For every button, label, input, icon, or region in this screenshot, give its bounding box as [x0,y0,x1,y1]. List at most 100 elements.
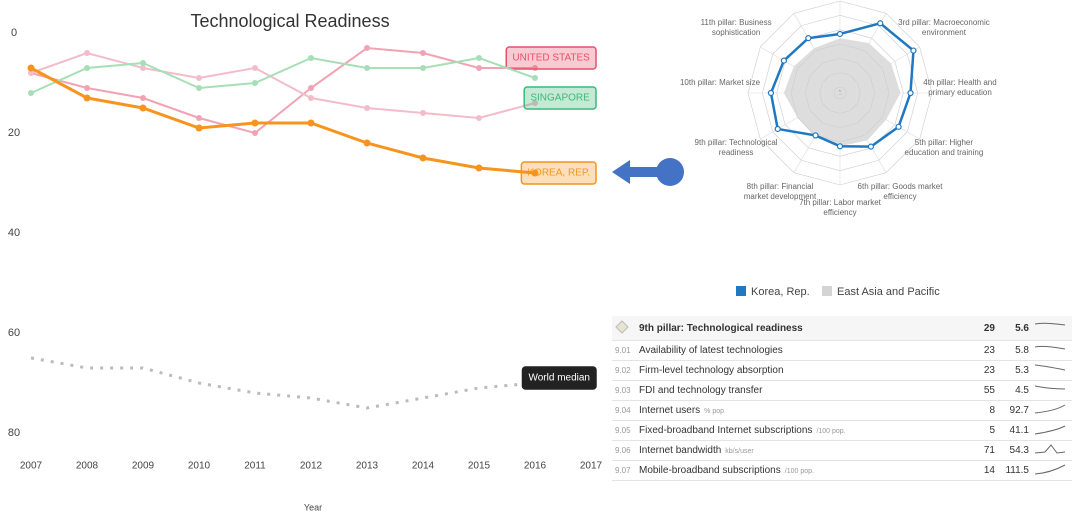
row-unit: /100 pop. [784,468,814,475]
point [476,55,482,61]
axis-label: 4th pillar: Health and primary education [923,78,997,97]
table-row: 9.01 Availability of latest technologies 2… [612,340,1072,361]
row-code: 9.05 [612,420,636,441]
spoke [793,13,841,94]
sparkline [1034,345,1066,349]
label-box [523,86,597,110]
chart-title: Technological Readiness [190,11,389,31]
table-row: 9.05 Fixed-broadband Internet subscriptio… [612,420,1072,441]
point [476,115,482,121]
row-code: 9.07 [612,460,636,481]
label-box [520,161,597,185]
x-axis-label: Year [304,502,322,512]
row-rank: 29 [964,316,998,341]
row-unit: % pop [704,408,725,415]
row-label: Firm-level technology absorption [639,365,784,376]
sparkline [1034,385,1066,389]
series-line [30,66,536,175]
point [895,123,902,130]
row-trend [1032,420,1072,441]
spoke [839,46,920,94]
y-tick-label: 60 [8,327,20,339]
table-row: 9.07 Mobile-broadband subscriptions/100 p… [612,460,1072,481]
row-trend [1032,340,1072,361]
point [836,30,844,38]
row-rank: 71 [964,440,998,461]
y-tick-label: 20 [8,127,20,139]
table-row: 9th pillar: Technological readiness 29 5.6 [612,316,1072,341]
row-label: Mobile-broadband subscriptions [639,465,781,476]
point [836,143,844,150]
row-unit: kb/s/user [725,448,754,455]
spoke [839,92,887,173]
point [28,90,34,96]
row-label: 9th pillar: Technological readiness [639,322,803,334]
row-unit: /100 pop. [816,428,846,435]
sparkline [1034,464,1066,474]
row-name: Internet users% pop [636,400,964,421]
point [307,119,315,127]
row-score: 54.3 [998,440,1032,461]
row-trend [1032,460,1072,481]
point [420,65,426,71]
sparkline [1034,364,1066,370]
point [867,143,875,150]
x-tick-label: 2008 [76,461,99,472]
point [252,65,258,71]
axis-label: 6th pillar: Goods market efficiency [857,181,943,201]
row-label: FDI and technology transfer [639,385,763,396]
row-code [612,316,636,341]
x-tick-label: 2009 [132,461,155,472]
series-line [30,46,535,135]
axis-label: 5th pillar: Higher education and trainin… [904,138,984,157]
row-trend [1032,316,1072,341]
row-label: Fixed-broadband Internet subscriptions [639,425,813,436]
x-tick-label: 2013 [356,461,379,472]
series-label: World median [521,366,597,390]
diamond-icon [615,320,629,334]
row-label: Availability of latest technologies [639,345,783,356]
series-line [30,356,536,410]
row-label: Internet bandwidth [639,445,722,456]
point [308,85,314,91]
x-tick-label: 2014 [412,461,435,472]
series-name: SINGAPORE [530,93,590,104]
legend-swatch [822,286,832,296]
row-rank: 23 [964,360,998,381]
point [780,57,788,64]
x-tick-label: 2015 [468,461,491,472]
row-code: 9.04 [612,400,636,421]
x-tick-label: 2007 [20,461,43,472]
point [364,105,370,111]
series-label: SINGAPORE [523,86,597,110]
point [28,70,34,76]
point [83,94,91,102]
arrow-dot [656,158,684,186]
area [783,38,901,147]
point [251,119,259,127]
axis-label: 10th pillar: Market size [679,78,761,87]
row-name: Fixed-broadband Internet subscriptions/1… [636,420,964,441]
spoke [760,46,841,94]
point [363,139,371,147]
point [475,164,483,172]
point [195,124,203,132]
point [140,95,146,101]
row-rank: 8 [964,400,998,421]
point [774,125,781,133]
series-label: UNITED STATES [505,46,597,70]
point [84,50,90,56]
row-label: Internet users [639,405,701,416]
point [420,50,426,56]
x-tick-label: 2017 [580,461,603,472]
row-name: 9th pillar: Technological readiness [636,316,964,341]
row-trend [1032,360,1072,381]
row-code: 9.02 [612,360,636,381]
row-score: 92.7 [998,400,1032,421]
point [252,80,258,86]
point [196,75,202,81]
point [196,115,202,121]
point [907,89,914,97]
row-code: 9.03 [612,380,636,401]
